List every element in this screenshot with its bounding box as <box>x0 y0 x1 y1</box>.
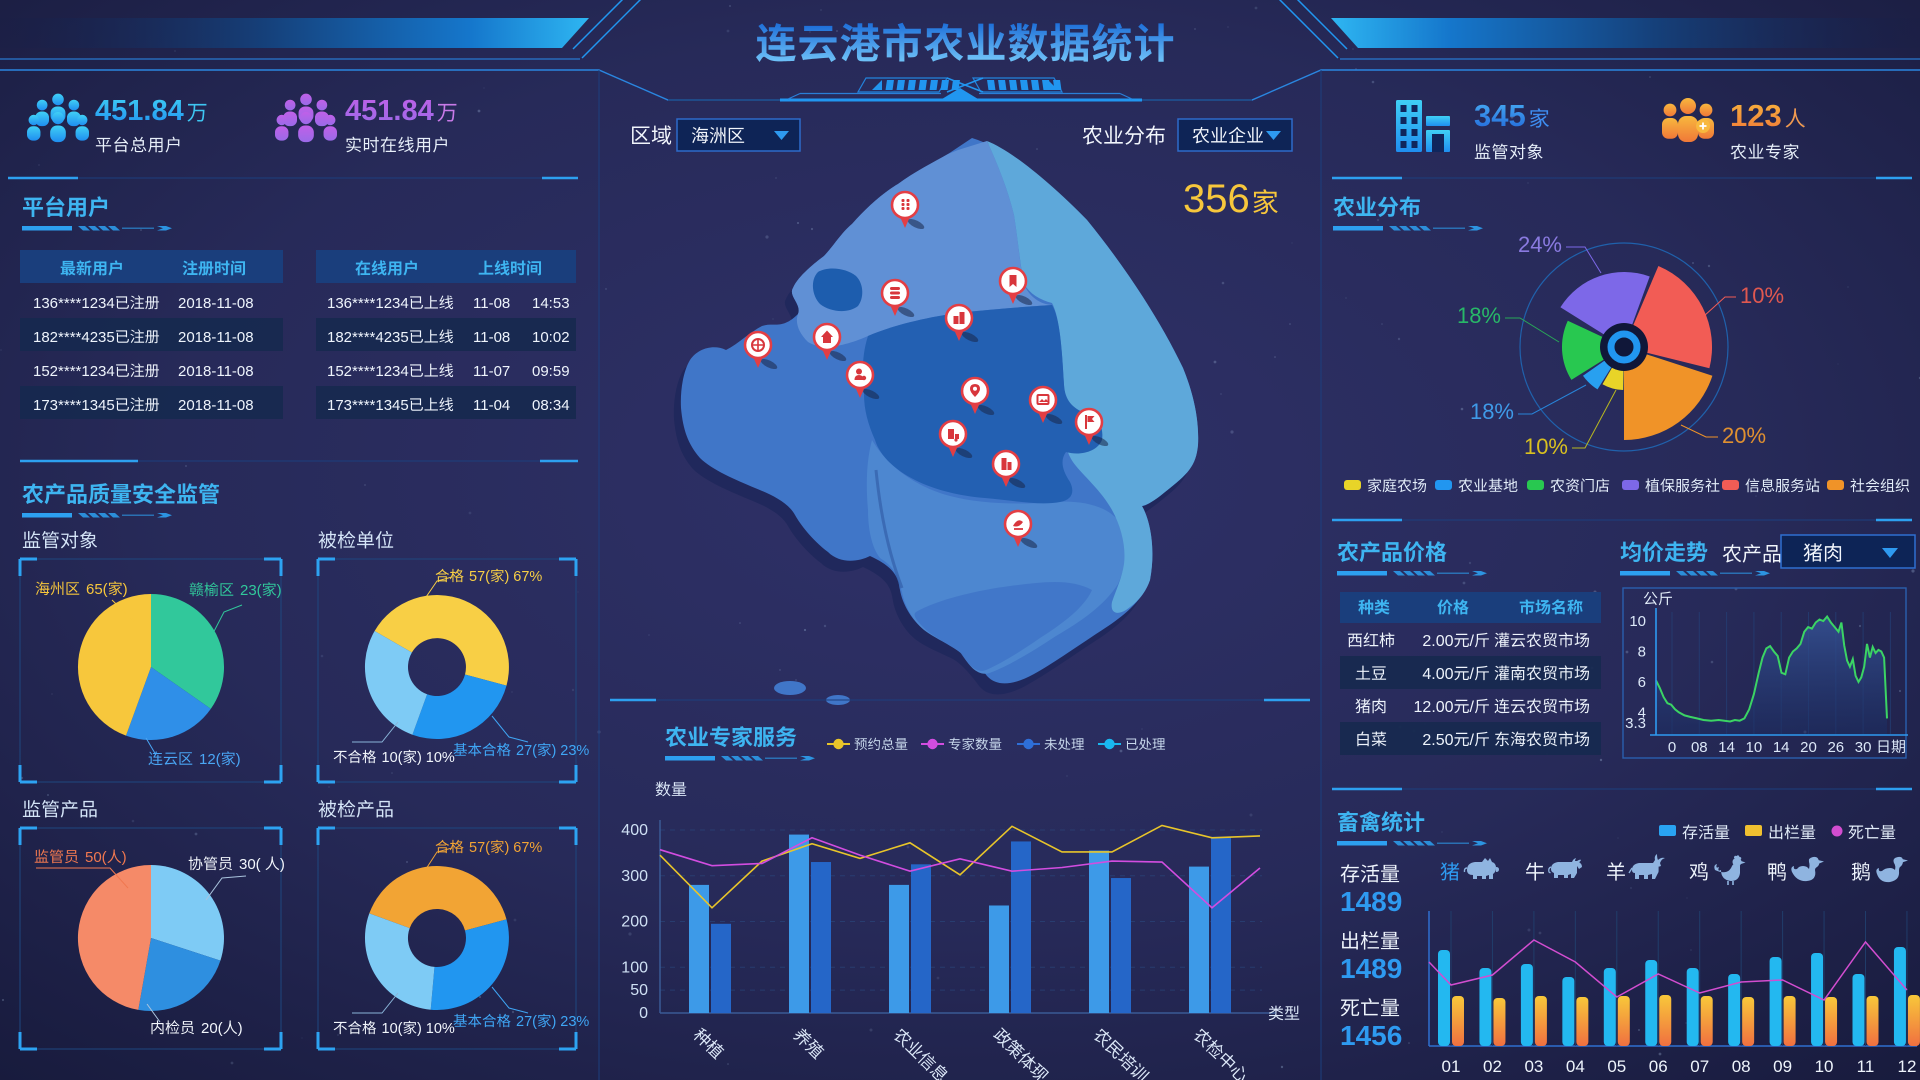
svg-text:08: 08 <box>1732 1057 1751 1076</box>
svg-text:12(: 12( <box>199 751 221 768</box>
svg-text:2.50: 2.50 <box>1422 732 1453 749</box>
svg-text:): ) <box>277 582 282 599</box>
svg-text:10(: 10( <box>382 1021 403 1037</box>
svg-text:50: 50 <box>630 982 648 999</box>
svg-text:11-08: 11-08 <box>473 329 510 346</box>
svg-text:65(: 65( <box>86 581 108 598</box>
svg-text:/: / <box>1470 699 1475 716</box>
svg-text:1489: 1489 <box>1340 886 1402 917</box>
svg-text:173****1345: 173****1345 <box>33 397 115 414</box>
svg-text:136****1234: 136****1234 <box>33 295 115 312</box>
svg-text:356: 356 <box>1183 177 1250 221</box>
svg-text:300: 300 <box>621 868 648 885</box>
svg-text:400: 400 <box>621 822 648 839</box>
svg-text:) 10%: ) 10% <box>417 1021 455 1037</box>
svg-text:11: 11 <box>1857 1057 1875 1076</box>
svg-text:50(: 50( <box>85 849 107 866</box>
svg-text:10:02: 10:02 <box>532 329 570 346</box>
svg-text:100: 100 <box>621 959 648 976</box>
svg-text:02: 02 <box>1483 1057 1502 1076</box>
svg-text:) 23%: ) 23% <box>551 1014 589 1030</box>
svg-text:10: 10 <box>1629 613 1646 630</box>
svg-text:30: 30 <box>1855 739 1872 756</box>
svg-text:345: 345 <box>1474 98 1526 133</box>
svg-text:182****4235: 182****4235 <box>327 329 409 346</box>
svg-text:182****4235: 182****4235 <box>33 329 115 346</box>
svg-text:09: 09 <box>1773 1057 1792 1076</box>
svg-text:136****1234: 136****1234 <box>327 295 409 312</box>
svg-text:0: 0 <box>1668 739 1676 756</box>
svg-text:14: 14 <box>1773 739 1790 756</box>
svg-text:/: / <box>1470 633 1475 650</box>
svg-text:): ) <box>122 849 127 866</box>
svg-text:23(: 23( <box>240 582 262 599</box>
svg-text:2.00: 2.00 <box>1422 633 1453 650</box>
svg-text:20: 20 <box>1800 739 1817 756</box>
svg-text:12.00: 12.00 <box>1414 699 1454 716</box>
svg-text:1489: 1489 <box>1340 953 1402 984</box>
svg-text:10(: 10( <box>382 750 403 766</box>
svg-text:0: 0 <box>639 1005 648 1022</box>
svg-text:152****1234: 152****1234 <box>33 363 115 380</box>
svg-text:20(: 20( <box>201 1020 223 1037</box>
svg-text:) 23%: ) 23% <box>551 743 589 759</box>
svg-text:6: 6 <box>1638 674 1646 691</box>
svg-text:): ) <box>280 856 285 873</box>
svg-text:11-08: 11-08 <box>473 295 510 312</box>
svg-text:26: 26 <box>1827 739 1844 756</box>
svg-text:14:53: 14:53 <box>532 295 570 312</box>
svg-text:08: 08 <box>1691 739 1708 756</box>
svg-text:) 10%: ) 10% <box>417 750 455 766</box>
svg-text:4.00: 4.00 <box>1422 666 1453 683</box>
svg-text:04: 04 <box>1566 1057 1585 1076</box>
svg-text:10%: 10% <box>1524 434 1568 459</box>
svg-text:05: 05 <box>1607 1057 1626 1076</box>
svg-text:12: 12 <box>1897 1057 1916 1076</box>
svg-text:10: 10 <box>1815 1057 1834 1076</box>
svg-text:09:59: 09:59 <box>532 363 570 380</box>
svg-text:27(: 27( <box>516 1014 537 1030</box>
svg-text:03: 03 <box>1524 1057 1543 1076</box>
svg-text:20%: 20% <box>1722 423 1766 448</box>
svg-text:01: 01 <box>1442 1057 1461 1076</box>
svg-text:27(: 27( <box>516 743 537 759</box>
svg-text:10%: 10% <box>1740 283 1784 308</box>
svg-text:): ) <box>123 581 128 598</box>
svg-text:57(: 57( <box>469 569 490 585</box>
svg-text:08:34: 08:34 <box>532 397 570 414</box>
svg-text:30(: 30( <box>239 856 261 873</box>
svg-text:152****1234: 152****1234 <box>327 363 409 380</box>
svg-text:/: / <box>1470 666 1475 683</box>
svg-text:) 67%: ) 67% <box>504 569 542 585</box>
svg-text:07: 07 <box>1690 1057 1709 1076</box>
svg-text:1456: 1456 <box>1340 1020 1402 1051</box>
svg-text:11-04: 11-04 <box>473 397 510 414</box>
svg-text:/: / <box>1470 732 1475 749</box>
svg-text:173****1345: 173****1345 <box>327 397 409 414</box>
svg-text:8: 8 <box>1638 643 1646 660</box>
svg-text:3.3: 3.3 <box>1625 715 1646 732</box>
svg-text:451.84: 451.84 <box>95 95 184 127</box>
svg-text:2018-11-08: 2018-11-08 <box>178 363 254 380</box>
svg-text:57(: 57( <box>469 840 490 856</box>
svg-text:2018-11-08: 2018-11-08 <box>178 397 254 414</box>
svg-text:2018-11-08: 2018-11-08 <box>178 295 254 312</box>
svg-text:): ) <box>236 751 241 768</box>
svg-text:451.84: 451.84 <box>345 95 434 127</box>
svg-text:123: 123 <box>1730 98 1782 133</box>
svg-text:4: 4 <box>1638 704 1646 721</box>
svg-text:) 67%: ) 67% <box>504 840 542 856</box>
svg-text:): ) <box>238 1020 243 1037</box>
svg-text:18%: 18% <box>1470 399 1514 424</box>
svg-text:18%: 18% <box>1457 303 1501 328</box>
svg-text:200: 200 <box>621 914 648 931</box>
svg-text:14: 14 <box>1718 739 1735 756</box>
svg-text:06: 06 <box>1649 1057 1668 1076</box>
svg-text:2018-11-08: 2018-11-08 <box>178 329 254 346</box>
svg-text:11-07: 11-07 <box>473 363 510 380</box>
svg-text:10: 10 <box>1746 739 1763 756</box>
svg-text:24%: 24% <box>1518 232 1562 257</box>
